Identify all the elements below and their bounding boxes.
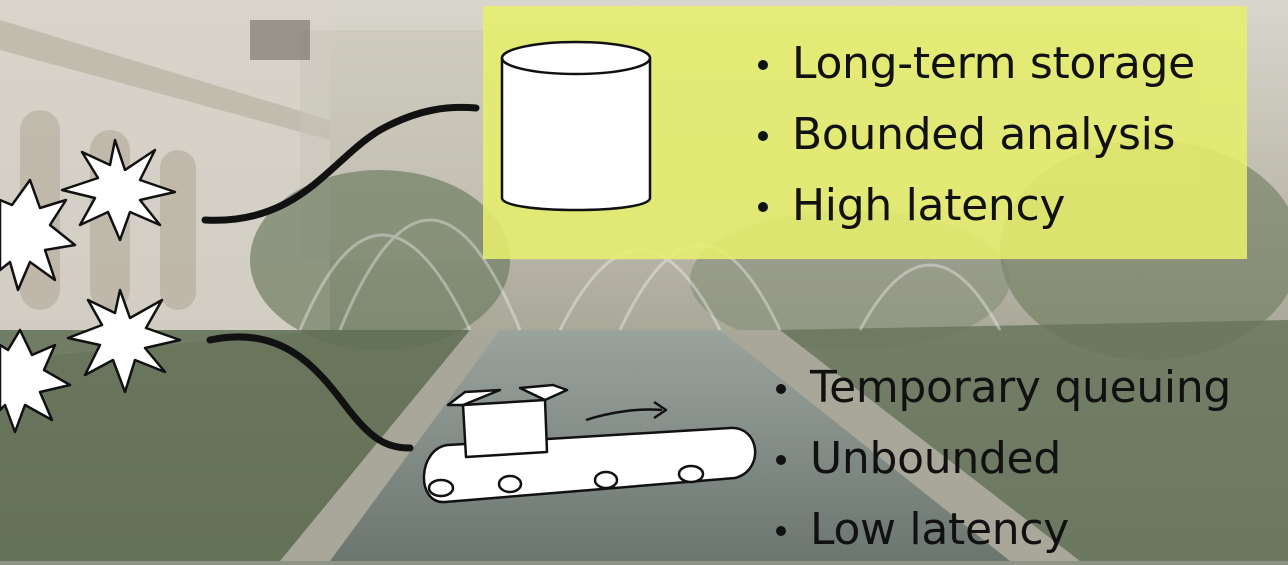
event-burst-icon bbox=[0, 138, 182, 434]
database-cylinder-icon bbox=[500, 40, 652, 212]
stream-bullet-latency: Low latency bbox=[774, 494, 1231, 565]
connector-lines bbox=[201, 103, 480, 452]
batch-bullet-storage: Long-term storage bbox=[756, 28, 1195, 99]
batch-bullet-latency: High latency bbox=[756, 170, 1195, 241]
stream-bullet-queuing: Temporary queuing bbox=[774, 352, 1231, 423]
batch-characteristics-list: Long-term storage Bounded analysis High … bbox=[756, 28, 1195, 241]
conveyor-belt-icon bbox=[422, 383, 757, 504]
batch-bullet-analysis: Bounded analysis bbox=[756, 99, 1195, 170]
stream-bullet-unbounded: Unbounded bbox=[774, 423, 1231, 494]
stream-characteristics-list: Temporary queuing Unbounded Low latency bbox=[774, 352, 1231, 565]
